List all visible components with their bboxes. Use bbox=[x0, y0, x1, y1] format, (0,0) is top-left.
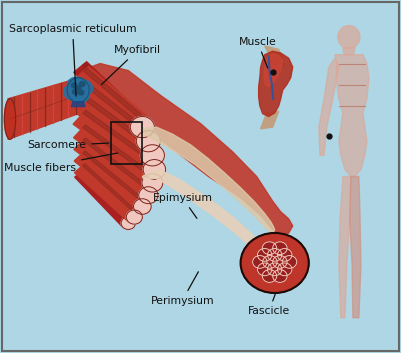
Ellipse shape bbox=[80, 80, 93, 94]
Polygon shape bbox=[74, 62, 143, 125]
Circle shape bbox=[257, 249, 272, 261]
Polygon shape bbox=[339, 176, 351, 318]
Polygon shape bbox=[74, 97, 82, 102]
Polygon shape bbox=[83, 68, 149, 124]
Circle shape bbox=[71, 83, 77, 88]
Ellipse shape bbox=[64, 86, 76, 100]
Polygon shape bbox=[142, 169, 275, 265]
Circle shape bbox=[78, 90, 84, 95]
Polygon shape bbox=[83, 151, 147, 204]
Ellipse shape bbox=[338, 25, 360, 49]
Circle shape bbox=[73, 89, 78, 94]
Bar bbox=[111, 122, 142, 164]
Polygon shape bbox=[264, 54, 283, 86]
Text: Myofibril: Myofibril bbox=[101, 45, 161, 85]
Text: Perimysium: Perimysium bbox=[150, 272, 214, 306]
Circle shape bbox=[263, 256, 277, 268]
Polygon shape bbox=[72, 66, 151, 135]
Polygon shape bbox=[259, 51, 293, 116]
Circle shape bbox=[277, 263, 292, 276]
Circle shape bbox=[262, 270, 277, 282]
Polygon shape bbox=[142, 127, 275, 233]
Polygon shape bbox=[83, 96, 158, 152]
Circle shape bbox=[253, 256, 267, 268]
Ellipse shape bbox=[134, 199, 151, 214]
Polygon shape bbox=[265, 46, 285, 65]
Ellipse shape bbox=[140, 145, 164, 166]
Circle shape bbox=[79, 82, 85, 86]
Polygon shape bbox=[350, 176, 361, 318]
Polygon shape bbox=[71, 102, 85, 107]
Ellipse shape bbox=[67, 77, 83, 88]
Polygon shape bbox=[83, 110, 160, 166]
Circle shape bbox=[262, 242, 277, 255]
Polygon shape bbox=[75, 163, 140, 222]
Polygon shape bbox=[343, 48, 355, 55]
Polygon shape bbox=[83, 63, 142, 118]
Ellipse shape bbox=[136, 131, 160, 152]
Circle shape bbox=[282, 256, 297, 268]
Ellipse shape bbox=[139, 187, 158, 204]
Circle shape bbox=[273, 242, 287, 255]
Polygon shape bbox=[261, 111, 279, 129]
Circle shape bbox=[277, 249, 292, 261]
Ellipse shape bbox=[4, 98, 16, 139]
Polygon shape bbox=[83, 164, 139, 215]
Ellipse shape bbox=[142, 174, 163, 192]
Polygon shape bbox=[72, 80, 156, 149]
Polygon shape bbox=[73, 124, 159, 190]
Text: Sarcoplasmic reticulum: Sarcoplasmic reticulum bbox=[9, 24, 136, 96]
Ellipse shape bbox=[130, 116, 154, 138]
Circle shape bbox=[257, 263, 272, 276]
Polygon shape bbox=[73, 109, 162, 177]
Polygon shape bbox=[8, 78, 80, 139]
Text: Sarcomere: Sarcomere bbox=[27, 140, 109, 150]
Polygon shape bbox=[74, 150, 148, 212]
Polygon shape bbox=[75, 169, 134, 227]
Polygon shape bbox=[83, 138, 154, 193]
Ellipse shape bbox=[126, 210, 142, 224]
Text: Muscle fibers: Muscle fibers bbox=[4, 153, 117, 173]
Polygon shape bbox=[335, 55, 369, 176]
Text: Epimysium: Epimysium bbox=[152, 193, 213, 219]
Circle shape bbox=[273, 256, 287, 268]
Polygon shape bbox=[73, 94, 160, 163]
Polygon shape bbox=[83, 125, 158, 180]
Ellipse shape bbox=[67, 78, 89, 102]
Text: Fascicle: Fascicle bbox=[248, 293, 290, 316]
Circle shape bbox=[241, 233, 309, 293]
Ellipse shape bbox=[73, 92, 89, 103]
Polygon shape bbox=[319, 58, 339, 155]
Polygon shape bbox=[82, 170, 133, 221]
Polygon shape bbox=[74, 137, 155, 202]
Polygon shape bbox=[83, 82, 155, 138]
Ellipse shape bbox=[121, 217, 136, 229]
Circle shape bbox=[267, 263, 282, 276]
Ellipse shape bbox=[143, 160, 166, 179]
Polygon shape bbox=[80, 64, 293, 237]
Ellipse shape bbox=[128, 112, 145, 128]
Text: Muscle: Muscle bbox=[239, 37, 276, 68]
Circle shape bbox=[75, 86, 81, 91]
Circle shape bbox=[267, 249, 282, 261]
Circle shape bbox=[273, 270, 287, 282]
